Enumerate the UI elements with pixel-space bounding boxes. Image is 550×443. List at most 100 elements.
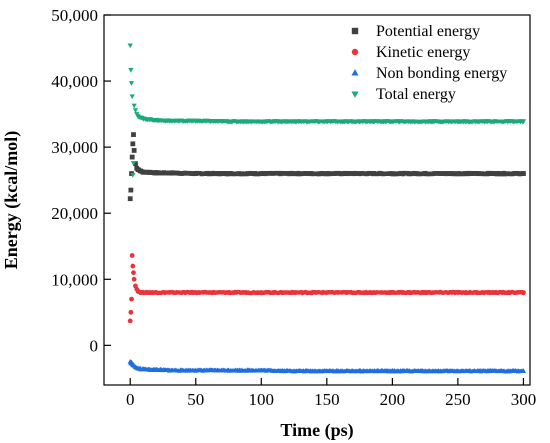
legend-marker <box>351 69 359 76</box>
data-point <box>422 290 428 295</box>
data-point <box>324 290 330 295</box>
data-point <box>140 169 146 175</box>
data-point <box>193 171 199 176</box>
data-point <box>521 290 526 295</box>
data-point <box>258 171 264 176</box>
data-point <box>135 114 141 119</box>
data-point <box>132 108 139 114</box>
data-point <box>167 290 172 295</box>
data-point <box>135 167 141 173</box>
data-point <box>389 171 395 176</box>
data-point <box>140 290 146 295</box>
legend-label: Total energy <box>376 86 456 103</box>
y-tick-label: 20,000 <box>51 204 98 223</box>
data-point <box>147 169 153 175</box>
data-point <box>520 119 527 125</box>
data-point <box>357 171 362 176</box>
data-point <box>130 263 136 269</box>
data-point <box>131 132 136 137</box>
points-layer <box>127 43 527 374</box>
data-point <box>131 103 137 109</box>
data-point <box>133 161 138 167</box>
data-point <box>128 81 135 86</box>
data-point <box>154 170 159 176</box>
data-point <box>147 290 153 295</box>
data-point <box>129 154 135 160</box>
x-tick-label: 50 <box>187 390 204 409</box>
legend-marker <box>351 27 359 35</box>
legend-marker <box>351 91 359 98</box>
data-point <box>153 118 160 123</box>
data-point <box>193 367 199 373</box>
data-point <box>225 367 232 373</box>
data-point <box>138 115 144 121</box>
data-point <box>131 276 137 282</box>
data-point <box>167 170 172 176</box>
data-point <box>127 318 133 324</box>
data-point <box>129 94 135 100</box>
y-tick-label: 40,000 <box>51 72 98 91</box>
data-point <box>258 119 264 125</box>
data-point <box>520 368 527 374</box>
data-point <box>356 368 363 374</box>
x-tick-label: 200 <box>380 390 406 409</box>
x-tick-label: 100 <box>249 390 275 409</box>
data-point <box>356 119 363 125</box>
data-point <box>488 290 494 295</box>
data-point <box>291 368 297 374</box>
data-point <box>455 368 461 374</box>
data-point <box>225 119 232 125</box>
data-point <box>389 119 396 125</box>
data-point <box>226 290 231 295</box>
data-point <box>389 368 396 374</box>
data-point <box>129 296 134 302</box>
x-tick-label: 150 <box>314 390 340 409</box>
x-tick-label: 300 <box>511 390 537 409</box>
y-tick-label: 0 <box>90 336 99 355</box>
data-point <box>422 171 428 176</box>
series-kinetic-energy <box>127 253 526 324</box>
data-point <box>422 368 428 374</box>
x-axis-label: Time (ps) <box>280 420 353 441</box>
x-tick-label: 0 <box>126 390 135 409</box>
legend-marker <box>351 48 359 56</box>
data-point <box>455 171 461 176</box>
data-point <box>140 366 146 372</box>
data-point <box>258 290 264 295</box>
data-point <box>193 118 199 124</box>
data-point <box>521 171 526 176</box>
data-point <box>488 368 494 374</box>
data-point <box>455 119 461 125</box>
data-point <box>128 67 134 73</box>
y-axis-label: Energy (kcal/mol) <box>1 131 22 269</box>
data-point <box>130 172 136 178</box>
data-point <box>153 366 160 372</box>
data-point <box>166 367 173 373</box>
series-total-energy <box>127 43 527 178</box>
data-point <box>357 290 362 295</box>
data-point <box>291 171 297 176</box>
data-point <box>488 119 494 125</box>
data-point <box>488 171 494 176</box>
data-point <box>129 253 135 258</box>
data-point <box>127 196 133 202</box>
data-point <box>258 367 264 373</box>
legend: Potential energy Kinetic energy Non bondin… <box>351 23 507 103</box>
data-point <box>291 290 297 295</box>
data-point <box>422 119 428 125</box>
y-tick-label: 10,000 <box>51 270 98 289</box>
legend-label: Potential energy <box>376 23 480 40</box>
data-point <box>138 168 144 174</box>
series-potential-energy <box>127 132 526 202</box>
data-point <box>130 141 136 147</box>
series-non-bonding-energy <box>127 358 527 374</box>
data-point <box>291 119 297 125</box>
y-tick-label: 30,000 <box>51 138 98 157</box>
legend-label: Non bonding energy <box>376 65 507 82</box>
data-point <box>128 309 134 315</box>
x-tick-label: 250 <box>445 390 471 409</box>
data-point <box>389 290 395 295</box>
data-point <box>226 171 231 176</box>
data-point <box>324 171 330 176</box>
